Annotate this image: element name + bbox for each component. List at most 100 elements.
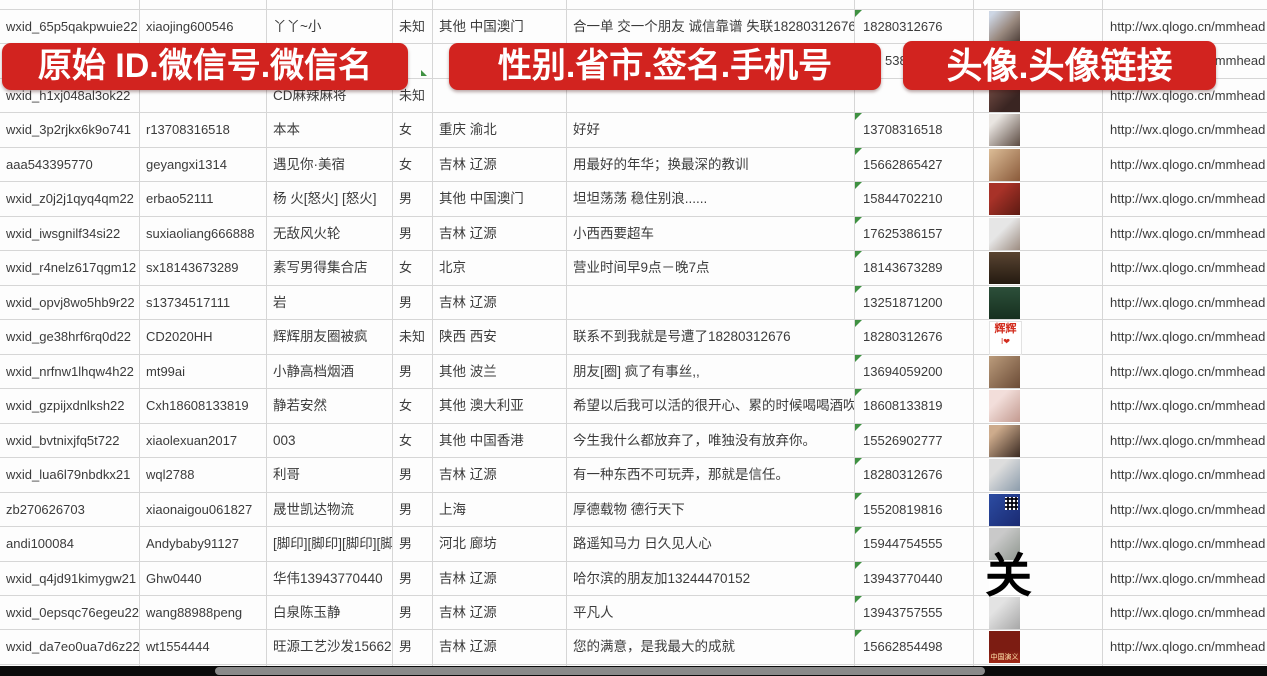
- cell-name[interactable]: 本本: [267, 113, 393, 147]
- cell-province[interactable]: 北京: [433, 251, 567, 285]
- cell-signature[interactable]: 用最好的年华；换最深的教训: [567, 147, 855, 182]
- cell-signature[interactable]: 平凡人: [567, 595, 855, 630]
- cell-url[interactable]: http://wx.qlogo.cn/mmhead: [1110, 260, 1266, 276]
- cell-url[interactable]: http://wx.qlogo.cn/mmhead: [1110, 294, 1266, 310]
- cell-gender[interactable]: 男: [393, 492, 433, 527]
- cell-gender[interactable]: 未知: [393, 10, 433, 44]
- cell-url[interactable]: http://wx.qlogo.cn/mmhead: [1110, 329, 1266, 345]
- cell-province[interactable]: 上海: [433, 492, 567, 527]
- cell-signature[interactable]: 小西西要超车: [567, 216, 855, 251]
- cell-phone[interactable]: 18143673289: [855, 251, 974, 285]
- cell-signature[interactable]: 有一种东西不可玩弄，那就是信任。: [567, 458, 855, 492]
- cell-gender[interactable]: 女: [393, 423, 433, 458]
- cell-phone[interactable]: 18280312676: [855, 320, 974, 354]
- cell-phone[interactable]: 15662865427: [855, 147, 974, 182]
- cell-name[interactable]: 素写男得集合店: [267, 251, 393, 285]
- cell-gender[interactable]: 男: [393, 182, 433, 216]
- cell-wxid[interactable]: wxid_r4nelz617qgm12: [0, 251, 140, 285]
- cell-url[interactable]: http://wx.qlogo.cn/mmhead: [1110, 604, 1266, 620]
- cell-province[interactable]: 吉林 辽源: [433, 595, 567, 630]
- cell-phone[interactable]: 13708316518: [855, 113, 974, 147]
- cell-phone[interactable]: 17625386157: [855, 216, 974, 251]
- cell-gender[interactable]: 男: [393, 285, 433, 320]
- cell-phone[interactable]: 15520819816: [855, 492, 974, 527]
- cell-wxid[interactable]: wxid_da7eo0ua7d6z22: [0, 630, 140, 664]
- cell-avatar[interactable]: [974, 595, 1103, 630]
- cell-url[interactable]: [1103, 0, 1267, 9]
- cell-url[interactable]: http://wx.qlogo.cn/mmhead: [1110, 191, 1266, 207]
- cell-phone[interactable]: 13251871200: [855, 285, 974, 320]
- cell-url[interactable]: http://wx.qlogo.cn/mmhead: [1110, 19, 1266, 34]
- cell-name[interactable]: 丫丫~小: [267, 10, 393, 44]
- cell-avatar[interactable]: [974, 423, 1103, 458]
- cell-wxid[interactable]: wxid_bvtnixjfq5t722: [0, 423, 140, 458]
- cell-phone[interactable]: [855, 78, 974, 113]
- cell-signature[interactable]: 今生我什么都放弃了，唯独没有放弃你。: [567, 423, 855, 458]
- cell-name[interactable]: 旺源工艺沙发15662854: [267, 630, 393, 664]
- cell-wxid[interactable]: wxid_65p5qakpwuie22: [0, 10, 140, 44]
- cell-avatar[interactable]: 中国演义: [974, 630, 1103, 664]
- cell-avatar[interactable]: [974, 458, 1103, 492]
- cell-wechat_id[interactable]: CD2020HH: [140, 320, 267, 354]
- cell-avatar[interactable]: [974, 354, 1103, 389]
- cell-signature[interactable]: 联系不到我就是号遭了18280312676: [567, 320, 855, 354]
- cell-wechat_id[interactable]: geyangxi1314: [140, 147, 267, 182]
- cell-avatar[interactable]: [974, 389, 1103, 423]
- cell-url[interactable]: http://wx.qlogo.cn/mmhead: [1110, 570, 1266, 586]
- cell-province[interactable]: 其他 澳大利亚: [433, 389, 567, 423]
- cell-gender[interactable]: 女: [393, 389, 433, 423]
- cell-wxid[interactable]: wxid_iwsgnilf34si22: [0, 216, 140, 251]
- cell-phone[interactable]: 18608133819: [855, 389, 974, 423]
- cell-wechat_id[interactable]: Ghw0440: [140, 561, 267, 595]
- cell-phone[interactable]: 15844702210: [855, 182, 974, 216]
- cell-province[interactable]: 其他 波兰: [433, 354, 567, 389]
- cell-gender[interactable]: [393, 44, 433, 78]
- cell-wxid[interactable]: wxid_0epsqc76egeu22: [0, 595, 140, 630]
- cell-province[interactable]: 其他 中国澳门: [433, 10, 567, 44]
- cell-url[interactable]: http://wx.qlogo.cn/mmhead: [1110, 156, 1266, 172]
- cell-phone[interactable]: 13943757555: [855, 595, 974, 630]
- cell-wechat_id[interactable]: [140, 0, 267, 9]
- cell-wechat_id[interactable]: s13734517111: [140, 285, 267, 320]
- cell-wxid[interactable]: andi100084: [0, 527, 140, 561]
- cell-url[interactable]: http://wx.qlogo.cn/mmhead: [1110, 467, 1266, 483]
- cell-wechat_id[interactable]: wt1554444: [140, 630, 267, 664]
- cell-avatar[interactable]: [974, 10, 1103, 44]
- cell-wechat_id[interactable]: sx18143673289: [140, 251, 267, 285]
- cell-gender[interactable]: 男: [393, 458, 433, 492]
- cell-avatar[interactable]: [974, 216, 1103, 251]
- cell-url[interactable]: http://wx.qlogo.cn/mmhead: [1110, 122, 1266, 138]
- cell-province[interactable]: 河北 廊坊: [433, 527, 567, 561]
- cell-wxid[interactable]: wxid_nrfnw1lhqw4h22: [0, 354, 140, 389]
- cell-avatar[interactable]: [974, 251, 1103, 285]
- cell-signature[interactable]: 合一单 交一个朋友 诚信靠谱 失联18280312676: [567, 10, 855, 44]
- cell-gender[interactable]: 男: [393, 527, 433, 561]
- cell-phone[interactable]: 18280312676: [855, 458, 974, 492]
- cell-signature[interactable]: [567, 78, 855, 113]
- cell-gender[interactable]: 男: [393, 630, 433, 664]
- cell-wechat_id[interactable]: mt99ai: [140, 354, 267, 389]
- cell-wechat_id[interactable]: Andybaby91127: [140, 527, 267, 561]
- cell-name[interactable]: 静若安然: [267, 389, 393, 423]
- cell-name[interactable]: 辉辉朋友圈被疯: [267, 320, 393, 354]
- cell-wxid[interactable]: [0, 0, 140, 9]
- cell-wxid[interactable]: wxid_opvj8wo5hb9r22: [0, 285, 140, 320]
- cell-wechat_id[interactable]: [140, 78, 267, 113]
- cell-url[interactable]: http://wx.qlogo.cn/mmhead: [1110, 363, 1266, 379]
- cell-province[interactable]: 吉林 辽源: [433, 147, 567, 182]
- cell-gender[interactable]: 男: [393, 561, 433, 595]
- cell-name[interactable]: 白泉陈玉静: [267, 595, 393, 630]
- cell-name[interactable]: [脚印][脚印][脚印][脚印: [267, 527, 393, 561]
- cell-url[interactable]: http://wx.qlogo.cn/mmhead: [1110, 501, 1266, 517]
- cell-wechat_id[interactable]: xiaojing600546: [140, 10, 267, 44]
- cell-gender[interactable]: [393, 0, 433, 9]
- cell-gender[interactable]: 女: [393, 113, 433, 147]
- cell-wechat_id[interactable]: Cxh18608133819: [140, 389, 267, 423]
- cell-avatar[interactable]: [974, 182, 1103, 216]
- cell-gender[interactable]: 未知: [393, 320, 433, 354]
- cell-signature[interactable]: 路遥知马力 日久见人心: [567, 527, 855, 561]
- cell-avatar[interactable]: [974, 0, 1103, 9]
- cell-province[interactable]: 吉林 辽源: [433, 630, 567, 664]
- cell-signature[interactable]: 好好: [567, 113, 855, 147]
- cell-wxid[interactable]: wxid_q4jd91kimygw21: [0, 561, 140, 595]
